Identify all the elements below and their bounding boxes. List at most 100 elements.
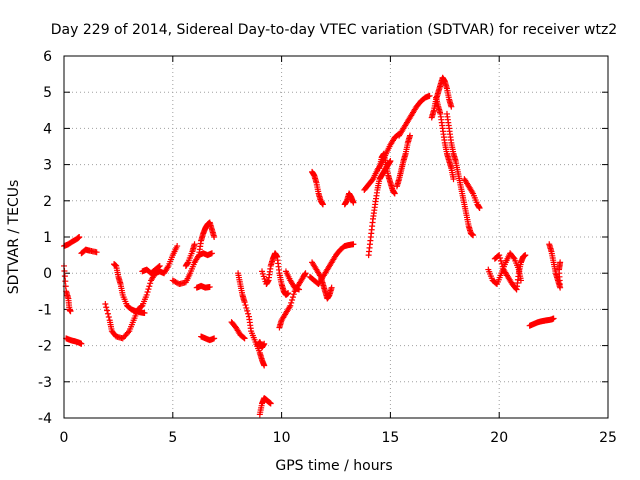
data-point: [144, 289, 151, 296]
data-point: [288, 299, 295, 306]
series-s04: [78, 246, 100, 257]
data-point: [62, 278, 69, 285]
x-tick-label: 10: [273, 430, 291, 446]
data-point: [241, 299, 248, 306]
data-point: [289, 296, 296, 303]
data-point: [350, 241, 357, 248]
data-point: [244, 307, 251, 314]
data-point: [155, 263, 162, 270]
data-point: [243, 304, 250, 311]
series-s03: [63, 335, 85, 347]
data-point: [78, 340, 85, 347]
series-s30: [433, 94, 457, 183]
data-point: [290, 291, 297, 298]
x-tick-label: 20: [490, 430, 508, 446]
data-point: [497, 254, 504, 261]
data-point: [496, 252, 503, 259]
series-s23: [341, 190, 357, 208]
series-s07: [139, 262, 163, 277]
data-point: [147, 280, 154, 287]
data-point: [93, 249, 100, 256]
x-tick-label: 15: [381, 430, 399, 446]
data-point: [145, 286, 152, 293]
data-point: [105, 314, 112, 321]
data-point: [287, 302, 294, 309]
series-s26: [376, 150, 398, 197]
data-point: [67, 308, 74, 315]
data-point: [104, 307, 111, 314]
data-point: [448, 103, 455, 110]
data-point: [267, 400, 274, 407]
data-point: [141, 310, 148, 317]
data-point: [174, 243, 181, 250]
data-point: [406, 132, 413, 139]
plot-frame: [63, 55, 609, 419]
data-point: [208, 250, 215, 257]
series-s13: [228, 319, 248, 342]
series-s31: [443, 110, 477, 239]
data-point: [517, 277, 524, 284]
series-s01: [61, 262, 74, 315]
data-point: [499, 263, 506, 270]
data-point: [450, 176, 457, 183]
series-s22: [309, 168, 326, 208]
data-point: [296, 286, 303, 293]
data-point: [289, 294, 296, 301]
data-point: [498, 260, 505, 267]
data-point: [261, 362, 268, 369]
data-point: [557, 259, 564, 266]
series-s28: [396, 92, 433, 139]
data-point: [470, 232, 477, 239]
series-s06: [111, 261, 148, 317]
data-point: [328, 284, 335, 291]
data-point: [103, 304, 110, 311]
data-point: [76, 234, 83, 240]
y-tick-label: 3: [43, 158, 52, 174]
data-point: [497, 257, 504, 264]
data-point: [241, 335, 248, 342]
data-point: [240, 334, 247, 341]
data-point: [426, 92, 433, 99]
y-tick-label: 6: [43, 49, 52, 65]
y-tick-label: 2: [43, 194, 52, 210]
series-s35: [526, 315, 557, 329]
series-s16: [259, 250, 292, 298]
series-s11: [193, 282, 213, 291]
data-point: [387, 157, 394, 164]
series-s10: [195, 219, 218, 259]
series-s05: [102, 243, 181, 342]
data-point: [261, 340, 268, 347]
data-point: [211, 234, 218, 240]
data-point: [285, 290, 292, 297]
x-tick-label: 0: [60, 430, 69, 446]
y-axis-label: SDTVAR / TECUs: [6, 180, 22, 295]
y-tick-label: 4: [43, 121, 52, 137]
series-s27: [393, 132, 413, 190]
data-point: [211, 335, 218, 342]
data-point: [191, 241, 198, 248]
x-axis-label: GPS time / hours: [275, 458, 392, 474]
series-s09: [182, 241, 198, 269]
y-tick-label: 1: [43, 230, 52, 246]
y-tick-label: -2: [38, 339, 52, 355]
series-s20: [309, 259, 335, 302]
y-tick-label: 5: [43, 85, 52, 101]
data-point: [302, 270, 309, 277]
data-point: [102, 300, 109, 307]
data-point: [104, 310, 111, 317]
data-point: [61, 273, 68, 280]
series-s36: [546, 241, 564, 291]
grid: [64, 56, 608, 418]
chart-title: Day 229 of 2014, Sidereal Day-to-day VTE…: [51, 22, 617, 38]
series-s19: [282, 268, 303, 293]
data-point: [550, 315, 557, 322]
data-point: [245, 310, 252, 317]
y-tick-label: -4: [38, 411, 52, 427]
series-s12: [198, 333, 218, 344]
data-markers: [61, 74, 564, 418]
data-point: [350, 199, 357, 206]
y-tick-label: -1: [38, 302, 52, 318]
series-s17: [256, 395, 274, 418]
data-point: [476, 205, 483, 212]
